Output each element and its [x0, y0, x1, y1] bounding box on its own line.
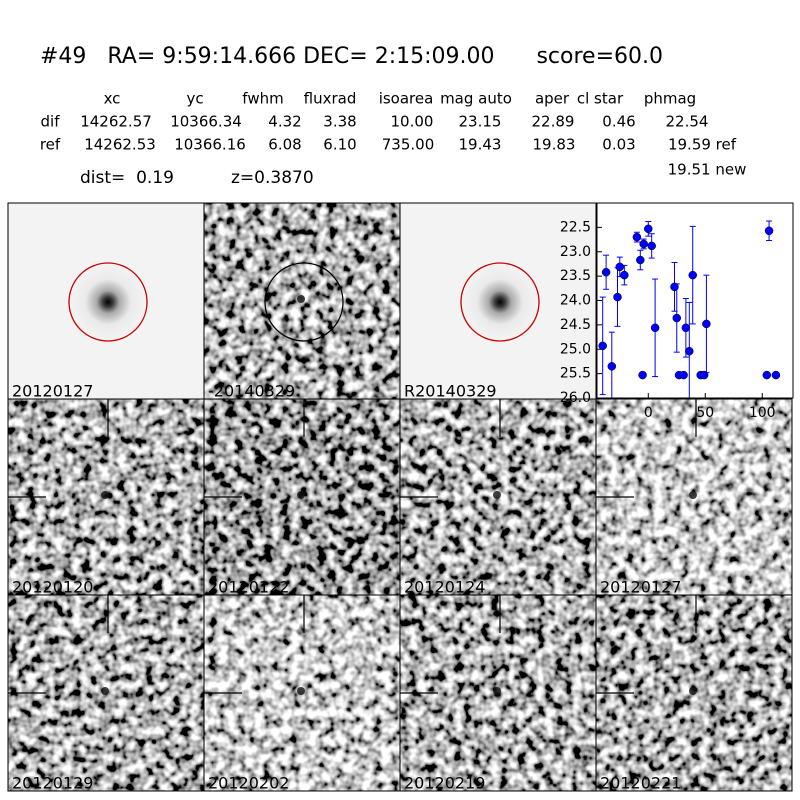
panel-label: 20120221 — [600, 774, 681, 793]
panel-label: 20120202 — [208, 774, 289, 793]
y-tick-label: 25.0 — [560, 341, 591, 357]
extra-mag: 19.51 new — [668, 161, 747, 179]
data-point — [644, 224, 653, 234]
panel-label: R20140329 — [404, 382, 497, 401]
source-spot — [689, 491, 697, 499]
panel-label: 20120219 — [404, 774, 485, 793]
column-header: cl star — [577, 90, 624, 108]
data-point — [650, 323, 660, 333]
data-point — [607, 362, 617, 371]
data-point — [613, 292, 622, 302]
cell: 6.10 — [323, 136, 356, 154]
cell: 19.59 ref — [668, 136, 737, 154]
column-header: xc — [104, 90, 121, 108]
column-header: yc — [186, 90, 203, 108]
plot-area — [597, 203, 793, 398]
x-tick-label: 50 — [696, 405, 714, 421]
cell: 14262.57 — [80, 113, 152, 131]
data-point — [672, 313, 682, 323]
cell: 735.00 — [382, 136, 435, 154]
cell: 23.15 — [459, 113, 502, 131]
cell: 10.00 — [391, 113, 434, 131]
aperture-circle — [460, 262, 540, 342]
panel-frame — [595, 594, 793, 792]
source-spot — [493, 687, 501, 695]
column-header: phmag — [644, 90, 696, 108]
data-point — [647, 241, 656, 251]
y-tick-label: 24.5 — [560, 317, 591, 333]
data-point — [639, 239, 648, 249]
data-point — [681, 323, 691, 333]
data-point — [615, 262, 625, 272]
cell: 6.08 — [268, 136, 301, 154]
x-tick-label: 100 — [749, 405, 776, 421]
plot-frame — [596, 202, 794, 399]
cell: 10366.34 — [170, 113, 242, 131]
cell: 0.46 — [602, 113, 635, 131]
dist: dist= 0.19 — [80, 168, 174, 188]
title: #49 RA= 9:59:14.666 DEC= 2:15:09.00 scor… — [40, 44, 663, 69]
redshift: z=0.3870 — [231, 168, 314, 188]
data-point — [688, 270, 697, 280]
column-header: fluxrad — [304, 90, 357, 108]
source-spot — [101, 687, 109, 695]
row-label: dif — [41, 113, 61, 131]
source-spot — [493, 491, 501, 499]
panel-label: 20120127 — [12, 382, 93, 401]
cell: 19.83 — [533, 136, 576, 154]
source-spot — [101, 491, 109, 499]
aperture-circle — [264, 262, 344, 342]
source-spot — [297, 687, 305, 695]
data-point — [685, 346, 694, 356]
data-point — [771, 370, 781, 380]
data-point — [632, 232, 642, 242]
galaxy — [462, 264, 538, 340]
cell: 22.54 — [666, 113, 709, 131]
y-tick-label: 26.0 — [560, 390, 591, 406]
row-label: ref — [40, 136, 61, 154]
cell: 4.32 — [268, 113, 301, 131]
source-spot — [689, 687, 697, 695]
data-point — [601, 267, 611, 277]
data-point — [598, 341, 607, 351]
data-point — [702, 319, 711, 329]
data-point — [620, 270, 629, 280]
panel-label: 20120120 — [12, 578, 93, 597]
y-tick-label: 24.0 — [560, 293, 591, 309]
aperture-circle — [68, 262, 148, 342]
y-tick-label: 25.5 — [560, 366, 591, 382]
panel-label: 20120122 — [208, 578, 289, 597]
cell: 0.03 — [602, 136, 635, 154]
column-header: mag auto — [440, 90, 512, 108]
galaxy — [70, 264, 146, 340]
panel-label: 20120129 — [12, 774, 93, 793]
data-point — [762, 370, 772, 380]
column-header: aper — [535, 90, 570, 108]
panel-label: -20140329 — [208, 382, 295, 401]
panel-label: 20120124 — [404, 578, 485, 597]
panel-label: 20120127 — [600, 578, 681, 597]
cell: 19.43 — [459, 136, 502, 154]
data-point — [764, 226, 774, 236]
cell: 14262.53 — [84, 136, 156, 154]
column-header: fwhm — [242, 90, 283, 108]
data-point — [638, 370, 647, 380]
data-point — [636, 255, 645, 265]
cell: 3.38 — [323, 113, 356, 131]
y-tick-label: 22.5 — [560, 219, 591, 235]
y-tick-label: 23.0 — [560, 244, 591, 260]
x-tick-label: 0 — [644, 405, 653, 421]
data-point — [679, 370, 688, 380]
source-spot — [297, 491, 305, 499]
source-spot — [297, 295, 305, 303]
y-tick-label: 23.5 — [560, 268, 591, 284]
cell: 10366.16 — [174, 136, 246, 154]
column-header: isoarea — [379, 90, 434, 108]
cell: 22.89 — [532, 113, 575, 131]
